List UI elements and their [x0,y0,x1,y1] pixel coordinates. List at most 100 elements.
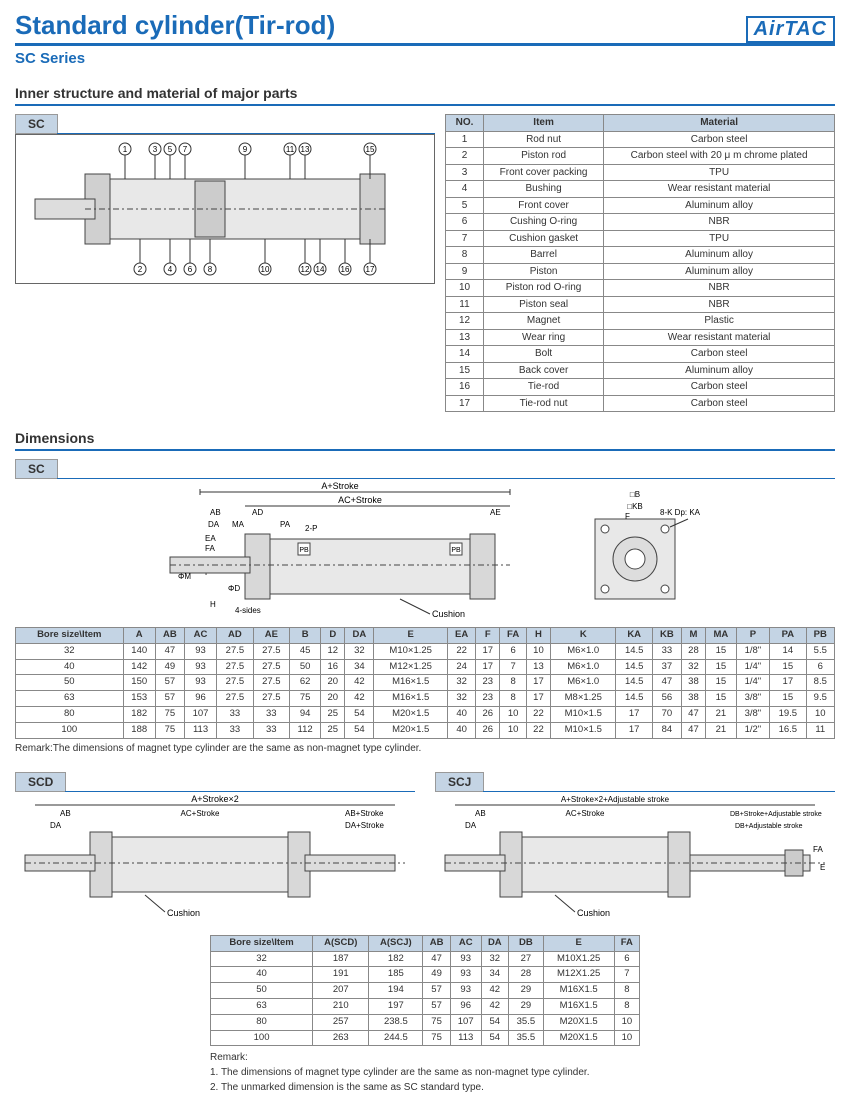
cell: 8 [614,983,639,999]
cell: 187 [313,951,369,967]
cell: 33 [652,643,681,659]
cell: 113 [450,1030,481,1046]
table-row: 17Tie-rod nutCarbon steel [446,395,835,412]
cell: 113 [184,722,216,738]
cell: Cushion gasket [484,230,604,247]
sc-dimension-diagram: A+Stroke AC+Stroke ABADMADA AE PA2-P EAF… [15,479,835,619]
cell: 45 [290,643,321,659]
cell: 11 [446,296,484,313]
cell: 6 [806,659,834,675]
cell: 150 [123,675,155,691]
cell: 153 [123,691,155,707]
cell: 54 [481,1014,509,1030]
cell: 100 [16,722,124,738]
table-row: 14BoltCarbon steel [446,346,835,363]
cell: 2 [446,148,484,165]
cell: 15 [706,675,737,691]
cell: 17 [446,395,484,412]
cell: 15 [446,362,484,379]
table-row: 1001887511333331122554M20×1.540261022M10… [16,722,835,738]
cell: 8 [614,998,639,1014]
cell: 22 [526,722,550,738]
cell: 70 [652,707,681,723]
cell: 47 [423,951,451,967]
cell: 32 [448,675,476,691]
remark-1: 1. The dimensions of magnet type cylinde… [210,1067,640,1078]
svg-text:2-P: 2-P [305,524,317,533]
cell: 14.5 [616,691,652,707]
col-header: A(SCJ) [369,935,423,951]
col-header: DB [509,935,544,951]
cell: Aluminum alloy [604,263,835,280]
cell: 11 [806,722,834,738]
table-row: 3Front cover packingTPU [446,164,835,181]
cell: 84 [652,722,681,738]
cell: 16.5 [770,722,806,738]
cell: Front cover packing [484,164,604,181]
table-row: 1Rod nutCarbon steel [446,131,835,148]
cell: 26 [476,722,500,738]
cell: 14.5 [616,643,652,659]
cell: 32 [681,659,705,675]
cell: Wear ring [484,329,604,346]
svg-text:FA: FA [813,845,823,854]
cell: 27 [509,951,544,967]
col-header: Item [484,115,604,132]
cell: 14 [446,346,484,363]
cell: 10 [446,280,484,297]
cell: Rod nut [484,131,604,148]
cell: M16X1.5 [543,983,614,999]
svg-text:13: 13 [301,145,310,154]
cell: 32 [345,643,374,659]
cell: 32 [16,643,124,659]
cell: 75 [155,722,184,738]
cell: M16X1.5 [543,998,614,1014]
cell: 75 [290,691,321,707]
cell: 47 [155,643,184,659]
col-header: KB [652,628,681,644]
cell: M12X1.25 [543,967,614,983]
cell: 8 [446,247,484,264]
page-title: Standard cylinder(Tir-rod) [15,10,335,43]
cell: 188 [123,722,155,738]
table-row: 5020719457934229M16X1.58 [211,983,640,999]
col-header: Bore size\Item [211,935,313,951]
cell: 50 [211,983,313,999]
cell: 10 [614,1014,639,1030]
col-header: AB [155,628,184,644]
table-row: 4BushingWear resistant material [446,181,835,198]
cell: M10×1.25 [374,643,448,659]
svg-text:1: 1 [123,145,128,154]
svg-text:9: 9 [243,145,248,154]
cell: 33 [253,722,289,738]
cell: Plastic [604,313,835,330]
cell: 8 [500,691,527,707]
svg-text:DA: DA [208,520,220,529]
cell: Aluminum alloy [604,247,835,264]
cell: 140 [123,643,155,659]
cell: 94 [290,707,321,723]
cell: 5.5 [806,643,834,659]
cell: 185 [369,967,423,983]
cell: Aluminum alloy [604,197,835,214]
cell: 7 [614,967,639,983]
cell: 112 [290,722,321,738]
cell: 17 [770,675,806,691]
cell: 22 [526,707,550,723]
cell: 19.5 [770,707,806,723]
cell: 57 [423,998,451,1014]
cell: M16×1.5 [374,675,448,691]
cell: 10 [500,722,527,738]
cell: 194 [369,983,423,999]
table-row: 7Cushion gasketTPU [446,230,835,247]
col-header: P [736,628,769,644]
cell: 107 [450,1014,481,1030]
cell: M16×1.5 [374,691,448,707]
svg-text:6: 6 [188,265,193,274]
cell: 32 [481,951,509,967]
cell: 182 [369,951,423,967]
cell: 21 [706,722,737,738]
svg-text:Cushion: Cushion [432,609,465,619]
cell: 27.5 [253,643,289,659]
col-header: DA [481,935,509,951]
